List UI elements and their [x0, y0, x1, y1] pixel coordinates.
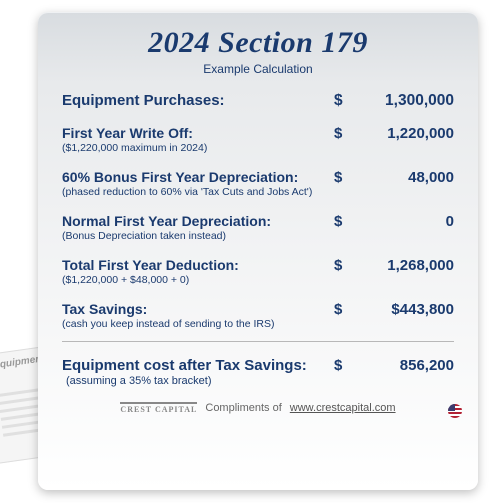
row-sublabel: ($1,220,000 maximum in 2024) — [62, 142, 324, 154]
currency-symbol: $ — [334, 301, 342, 318]
row-bonus-depreciation: 60% Bonus First Year Depreciation: (phas… — [62, 169, 454, 198]
currency-symbol: $ — [334, 357, 342, 374]
amount-value: 1,268,000 — [387, 257, 454, 274]
row-label: Tax Savings: — [62, 301, 324, 317]
row-label: Normal First Year Depreciation: — [62, 213, 324, 229]
footer-link[interactable]: www.crestcapital.com — [290, 402, 396, 414]
row-label: Total First Year Deduction: — [62, 257, 324, 273]
row-label: First Year Write Off: — [62, 125, 324, 141]
currency-symbol: $ — [334, 169, 342, 186]
amount-value: $443,800 — [391, 301, 454, 318]
currency-symbol: $ — [334, 257, 342, 274]
card-subtitle: Example Calculation — [62, 62, 454, 76]
row-sublabel: (Bonus Depreciation taken instead) — [62, 230, 324, 242]
amount-value: 48,000 — [408, 169, 454, 186]
row-equipment-purchases: Equipment Purchases: $ 1,300,000 — [62, 92, 454, 110]
row-label: Equipment Purchases: — [62, 92, 324, 109]
currency-symbol: $ — [334, 213, 342, 230]
calculation-card: 2024 Section 179 Example Calculation Equ… — [38, 12, 478, 490]
row-normal-depreciation: Normal First Year Depreciation: (Bonus D… — [62, 213, 454, 242]
card-title: 2024 Section 179 — [62, 26, 454, 60]
amount-value: 1,300,000 — [385, 92, 454, 110]
row-tax-savings: Tax Savings: (cash you keep instead of s… — [62, 301, 454, 342]
amount-value: 856,200 — [400, 357, 454, 374]
logo-text: CREST CAPITAL — [120, 402, 197, 414]
currency-symbol: $ — [334, 92, 343, 110]
footer-text: Compliments of — [205, 402, 281, 414]
row-sublabel: (phased reduction to 60% via 'Tax Cuts a… — [62, 186, 324, 198]
row-total-deduction: Total First Year Deduction: ($1,220,000 … — [62, 257, 454, 286]
amount-value: 1,220,000 — [387, 125, 454, 142]
row-first-year-writeoff: First Year Write Off: ($1,220,000 maximu… — [62, 125, 454, 154]
row-sublabel: (assuming a 35% tax bracket) — [66, 375, 324, 387]
amount-value: 0 — [446, 213, 454, 230]
row-sublabel: ($1,220,000 + $48,000 + 0) — [62, 274, 324, 286]
us-flag-icon — [448, 404, 462, 418]
row-sublabel: (cash you keep instead of sending to the… — [62, 318, 324, 330]
card-footer: CREST CAPITAL Compliments of www.crestca… — [62, 402, 454, 414]
row-label: 60% Bonus First Year Depreciation: — [62, 169, 324, 185]
currency-symbol: $ — [334, 125, 342, 142]
row-final-cost: Equipment cost after Tax Savings: (assum… — [62, 357, 454, 387]
row-label: Equipment cost after Tax Savings: — [62, 357, 324, 374]
